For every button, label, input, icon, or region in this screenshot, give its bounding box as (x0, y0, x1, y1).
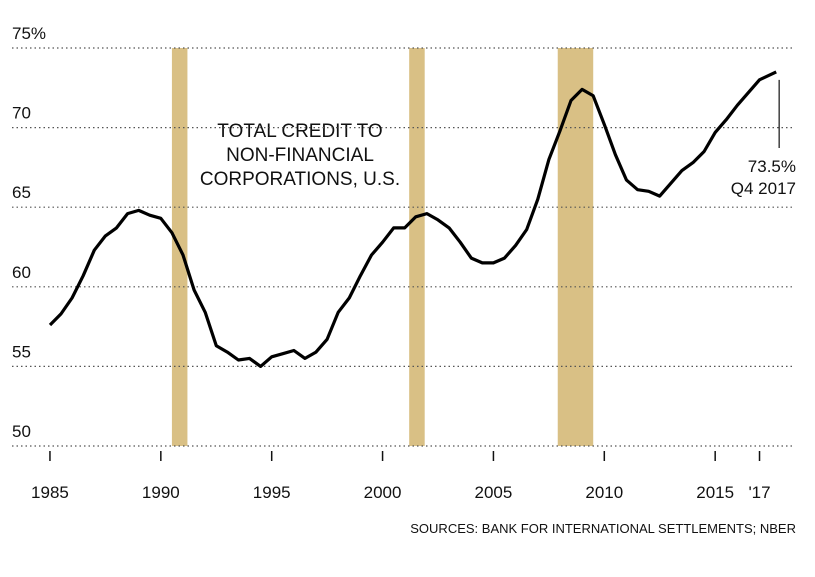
y-tick-label: 50 (12, 422, 31, 441)
annotation: Q4 2017 (731, 179, 796, 198)
data-line (48, 70, 777, 368)
y-tick-label: 75% (12, 24, 46, 43)
x-tick-label: 1985 (31, 483, 69, 502)
y-tick-label: 55 (12, 342, 31, 361)
chart-title: CORPORATIONS, U.S. (200, 169, 400, 190)
x-tick-label: 2015 (696, 483, 734, 502)
x-tick-label: 2000 (364, 483, 402, 502)
annotation: 73.5% (748, 157, 796, 176)
x-tick-label: 1990 (142, 483, 180, 502)
y-tick-label: 65 (12, 183, 31, 202)
x-tick-label: 2005 (475, 483, 513, 502)
chart-title: NON-FINANCIAL (226, 145, 374, 166)
x-tick-label: 2010 (585, 483, 623, 502)
x-tick-label: '17 (748, 483, 770, 502)
y-tick-label: 60 (12, 263, 31, 282)
source: SOURCES: BANK FOR INTERNATIONAL SETTLEME… (410, 521, 796, 536)
y-tick-label: 70 (12, 104, 31, 123)
recession-band (409, 48, 425, 446)
recession-band (557, 48, 594, 446)
x-tick-label: 1995 (253, 483, 291, 502)
chart-title: TOTAL CREDIT TO (217, 121, 382, 142)
